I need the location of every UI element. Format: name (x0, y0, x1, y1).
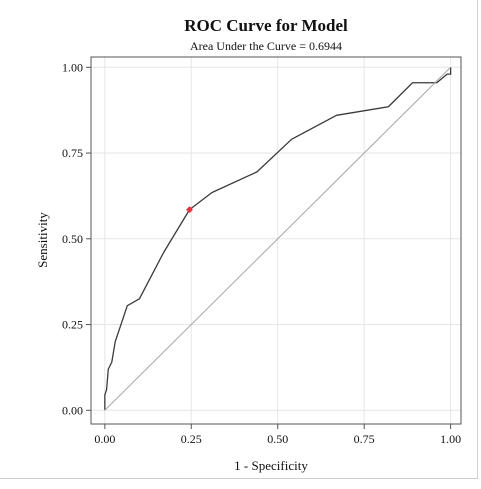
x-tick-label: 0.25 (181, 432, 202, 446)
x-tick-label: 1.00 (440, 432, 461, 446)
chart-title: ROC Curve for Model (184, 16, 348, 35)
cutoff-point-marker (185, 206, 194, 214)
y-tick-label: 0.00 (62, 403, 83, 417)
y-tick-label: 0.50 (62, 232, 83, 246)
y-tick-label: 0.25 (62, 318, 83, 332)
reference-diagonal-line (104, 66, 451, 411)
x-axis-label: 1 - Specificity (234, 458, 308, 473)
y-tick-label: 0.75 (62, 146, 83, 160)
roc-curve-line (104, 67, 452, 411)
chart-subtitle: Area Under the Curve = 0.6944 (190, 39, 342, 53)
x-tick-label: 0.50 (267, 432, 288, 446)
y-axis-label: Sensitivity (35, 212, 50, 268)
x-tick-label: 0.00 (94, 432, 115, 446)
grid-lines (91, 57, 461, 424)
plot-area (90, 56, 462, 425)
x-tick-label: 0.75 (354, 432, 375, 446)
y-tick-label: 1.00 (62, 60, 83, 74)
axis-ticks: 0.00 0.25 0.50 0.75 1.00 0.00 0.25 0.50 0.75 1.00 (62, 60, 461, 446)
series-layer (104, 66, 452, 411)
